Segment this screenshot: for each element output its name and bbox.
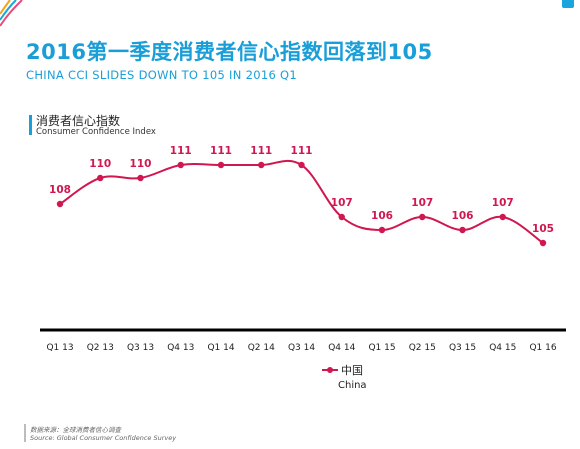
source-note-en: Source: Global Consumer Confidence Surve…: [30, 434, 177, 442]
page-title: 2016第一季度消费者信心指数回落到105: [26, 40, 433, 64]
data-label: 108: [49, 184, 71, 196]
chart-section-title: 消费者信心指数: [36, 114, 121, 128]
data-label: 111: [170, 145, 192, 157]
data-point: [539, 239, 547, 247]
chart-section-subtitle: Consumer Confidence Index: [36, 127, 156, 137]
data-label: 105: [532, 223, 554, 235]
data-label: 110: [130, 158, 152, 170]
data-point: [419, 213, 426, 221]
source-note-cn: 数据来源：全球消费者信心调查: [30, 426, 121, 434]
x-tick-label: Q2 13: [87, 343, 114, 353]
data-label: 111: [210, 145, 232, 157]
data-point: [137, 174, 144, 182]
x-tick-label: Q4 15: [489, 343, 516, 353]
x-tick-label: Q2 15: [409, 343, 436, 353]
data-label: 106: [371, 210, 393, 222]
x-tick-label: Q3 13: [127, 343, 154, 353]
x-tick-label: Q2 14: [248, 343, 275, 353]
data-point: [338, 213, 345, 221]
x-tick-label: Q4 14: [328, 343, 355, 353]
x-tick-label: Q1 13: [46, 343, 73, 353]
data-point: [499, 213, 506, 221]
x-tick-label: Q1 15: [368, 343, 395, 353]
source-accent-bar: [24, 424, 26, 442]
data-point: [217, 161, 225, 169]
legend-marker: [327, 367, 333, 373]
corner-decoration: [0, 0, 23, 27]
data-label: 107: [331, 197, 353, 209]
data-point: [459, 226, 466, 234]
x-tick-label: Q3 15: [449, 343, 476, 353]
page-subtitle: CHINA CCI SLIDES DOWN TO 105 IN 2016 Q1: [26, 68, 297, 82]
data-point: [378, 226, 386, 234]
series-line-china: [59, 159, 544, 244]
data-label: 106: [452, 210, 474, 222]
data-label: 111: [250, 145, 272, 157]
legend-label: 中国: [341, 364, 363, 377]
data-point: [97, 174, 104, 182]
legend-label-en: China: [338, 380, 367, 391]
x-tick-label: Q3 14: [288, 343, 315, 353]
data-point: [298, 161, 305, 169]
section-accent-bar: [29, 115, 32, 135]
x-tick-label: Q4 13: [167, 343, 194, 353]
data-point: [56, 200, 64, 208]
data-point: [177, 161, 184, 169]
data-label: 107: [492, 197, 514, 209]
data-label: 107: [411, 197, 433, 209]
x-tick-label: Q1 16: [529, 343, 556, 353]
data-label: 111: [291, 145, 313, 157]
data-label: 110: [89, 158, 111, 170]
data-point: [258, 161, 265, 169]
x-tick-label: Q1 14: [207, 343, 234, 353]
corner-badge: [562, 0, 574, 8]
